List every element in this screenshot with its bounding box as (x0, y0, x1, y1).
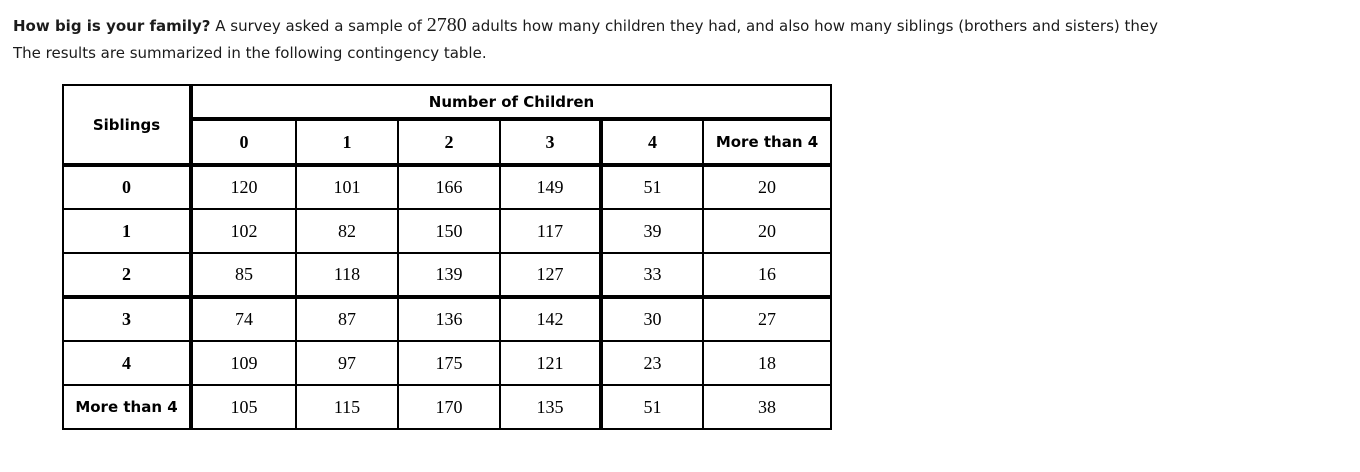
table-cell: 85 (190, 252, 297, 299)
table-cell: 23 (599, 340, 704, 386)
table-cell: 149 (499, 164, 602, 210)
problem-text-before-sample: A survey asked a sample of (215, 17, 422, 35)
problem-statement-line2: The results are summarized in the follow… (13, 40, 1360, 67)
table-cell: 51 (599, 164, 704, 210)
table-cell: 166 (397, 164, 501, 210)
table-cell: 87 (295, 296, 399, 342)
problem-line2-text: The results are summarized in the follow… (13, 44, 487, 62)
table-cell: 170 (397, 384, 501, 430)
table-cell: 33 (599, 252, 704, 299)
problem-text-after-sample: adults how many children they had, and a… (471, 17, 1158, 35)
table-cell: 20 (702, 208, 832, 254)
table-cell: 51 (599, 384, 704, 430)
row-header: More than 4 (62, 384, 193, 430)
table-cell: 27 (702, 296, 832, 342)
table-cell: 135 (499, 384, 602, 430)
table-cell: 120 (190, 164, 297, 210)
table-cell: 20 (702, 164, 832, 210)
column-header: 4 (599, 118, 704, 167)
column-header: More than 4 (702, 118, 832, 167)
table-cell: 136 (397, 296, 501, 342)
table-cell: 115 (295, 384, 399, 430)
table-cell: 97 (295, 340, 399, 386)
row-header: 4 (62, 340, 193, 386)
sample-size-value: 2780 (426, 14, 467, 36)
table-cell: 105 (190, 384, 297, 430)
table-cell: 117 (499, 208, 602, 254)
problem-title: How big is your family? (13, 17, 211, 35)
contingency-table: Siblings Number of Children 0 1 2 3 4 Mo… (62, 84, 832, 430)
table-cell: 102 (190, 208, 297, 254)
table-cell: 101 (295, 164, 399, 210)
row-header: 1 (62, 208, 193, 254)
table-cell: 82 (295, 208, 399, 254)
table-cell: 39 (599, 208, 704, 254)
column-header: 2 (397, 118, 501, 167)
problem-statement: How big is your family? A survey asked a… (13, 13, 1360, 67)
row-header: 0 (62, 164, 193, 210)
table-cell: 74 (190, 296, 297, 342)
column-header: 1 (295, 118, 399, 167)
row-header: 2 (62, 252, 193, 299)
table-cell: 121 (499, 340, 602, 386)
table-cell: 127 (499, 252, 602, 299)
table-cell: 175 (397, 340, 501, 386)
column-header: 3 (499, 118, 602, 167)
column-group-header: Number of Children (190, 84, 832, 121)
table-cell: 18 (702, 340, 832, 386)
table-cell: 38 (702, 384, 832, 430)
table-cell: 16 (702, 252, 832, 299)
table-cell: 109 (190, 340, 297, 386)
table-cell: 30 (599, 296, 704, 342)
table-cell: 118 (295, 252, 399, 299)
column-header: 0 (190, 118, 297, 167)
problem-statement-line1: How big is your family? A survey asked a… (13, 13, 1360, 40)
table-cell: 139 (397, 252, 501, 299)
table-cell: 150 (397, 208, 501, 254)
row-header: 3 (62, 296, 193, 342)
table-cell: 142 (499, 296, 602, 342)
table-corner-label: Siblings (62, 84, 193, 167)
